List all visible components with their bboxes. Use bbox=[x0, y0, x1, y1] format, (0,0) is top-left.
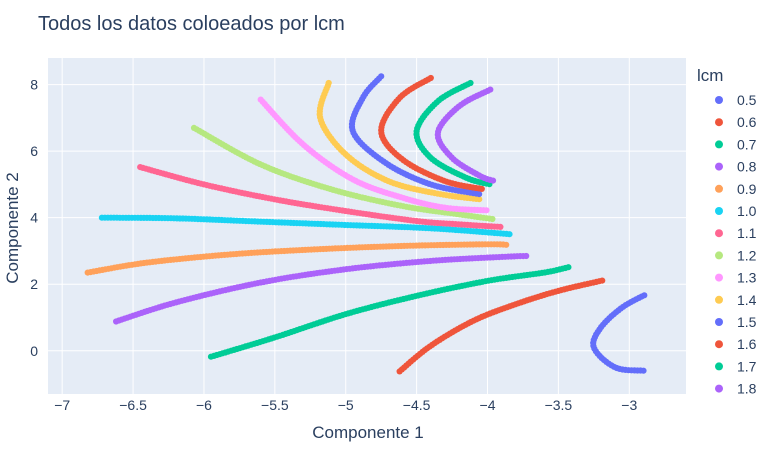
legend-marker bbox=[715, 229, 723, 238]
data-point bbox=[565, 264, 572, 271]
series-1-4 bbox=[316, 79, 483, 203]
data-point bbox=[483, 207, 490, 214]
plot-cover bbox=[515, 133, 587, 165]
legend-label: 1.3 bbox=[737, 270, 757, 286]
y-tick-label: 2 bbox=[30, 276, 38, 292]
legend-item-0-5: 0.5 bbox=[715, 92, 757, 108]
legend-marker bbox=[715, 295, 723, 304]
legend-marker bbox=[715, 184, 723, 193]
legend-marker bbox=[715, 96, 723, 104]
legend[interactable]: 0.5 0.6 0.7 0.8 0.9 1.0 1.1 1.2 1.3 1.4 1.5 1.6 1.7 1… bbox=[715, 92, 757, 397]
legend-item-1-3: 1.3 bbox=[715, 270, 757, 286]
x-tick-label: −3.5 bbox=[545, 397, 573, 413]
data-point bbox=[476, 191, 483, 198]
series-layer bbox=[84, 73, 648, 375]
series-0-8 bbox=[113, 252, 530, 325]
legend-item-1-0: 1.0 bbox=[715, 203, 757, 219]
legend-marker bbox=[715, 118, 723, 127]
legend-item-1-5: 1.5 bbox=[715, 314, 757, 330]
legend-label: 1.7 bbox=[737, 358, 757, 374]
chart-title: Todos los datos coloeados por lcm bbox=[38, 13, 345, 35]
x-tick-label: −4.5 bbox=[403, 397, 431, 413]
legend-marker bbox=[715, 340, 723, 349]
series-0-6 bbox=[396, 277, 606, 375]
series-0-9 bbox=[84, 241, 510, 276]
legend-label: 0.6 bbox=[737, 114, 757, 130]
series-1-0 bbox=[98, 214, 513, 238]
series-1-6 bbox=[378, 74, 485, 192]
data-point bbox=[506, 231, 513, 238]
y-axis-title: Componente 2 bbox=[3, 172, 22, 284]
legend-item-1-6: 1.6 bbox=[715, 336, 757, 352]
legend-label: 1.8 bbox=[737, 381, 757, 397]
y-tick-label: 4 bbox=[30, 210, 38, 226]
data-point bbox=[489, 177, 497, 184]
series-1-2 bbox=[190, 124, 496, 223]
legend-label: 1.6 bbox=[737, 336, 757, 352]
legend-label: 1.2 bbox=[737, 247, 757, 263]
legend-marker bbox=[715, 251, 723, 260]
data-point bbox=[503, 241, 510, 248]
y-tick-label: 8 bbox=[30, 77, 38, 93]
series-1-3 bbox=[257, 96, 490, 214]
legend-item-1-1: 1.1 bbox=[715, 225, 757, 241]
legend-item-1-2: 1.2 bbox=[715, 247, 757, 263]
x-tick-label: −6.5 bbox=[119, 397, 147, 413]
data-point bbox=[497, 223, 504, 230]
data-point bbox=[476, 196, 483, 203]
legend-label: 0.9 bbox=[737, 181, 757, 197]
legend-item-0-8: 0.8 bbox=[715, 159, 757, 175]
series-1-8 bbox=[434, 86, 497, 184]
data-point bbox=[641, 292, 648, 299]
data-point bbox=[478, 185, 485, 192]
legend-item-1-8: 1.8 bbox=[715, 381, 757, 397]
y-axis-ticks: 0 2 4 6 8 bbox=[30, 77, 38, 359]
legend-item-0-6: 0.6 bbox=[715, 114, 757, 130]
legend-label: 1.1 bbox=[737, 225, 757, 241]
x-tick-label: −5.5 bbox=[261, 397, 289, 413]
series-1-1 bbox=[137, 164, 504, 230]
legend-label: 0.7 bbox=[737, 136, 757, 152]
x-tick-label: −7 bbox=[54, 397, 70, 413]
series-1-5 bbox=[348, 73, 483, 198]
legend-item-1-7: 1.7 bbox=[715, 358, 757, 374]
legend-label: 1.4 bbox=[737, 292, 757, 308]
legend-marker bbox=[715, 273, 723, 282]
data-point bbox=[599, 277, 606, 284]
legend-marker bbox=[715, 207, 723, 215]
legend-marker bbox=[715, 140, 723, 149]
data-point bbox=[523, 252, 530, 260]
legend-title: lcm bbox=[697, 66, 723, 85]
y-tick-label: 0 bbox=[30, 343, 38, 359]
legend-label: 1.5 bbox=[737, 314, 757, 330]
series-0-5 bbox=[590, 292, 648, 374]
x-tick-label: −6 bbox=[196, 397, 212, 413]
x-axis-title: Componente 1 bbox=[312, 423, 424, 442]
legend-label: 0.8 bbox=[737, 159, 757, 175]
legend-label: 1.0 bbox=[737, 203, 757, 219]
legend-label: 0.5 bbox=[737, 92, 757, 108]
x-axis-ticks: −7 −6.5 −6 −5.5 −5 −4.5 −4 −3.5 −3 bbox=[54, 397, 637, 413]
data-point bbox=[489, 215, 496, 223]
series-1-7 bbox=[413, 79, 493, 188]
legend-item-0-7: 0.7 bbox=[715, 136, 757, 152]
x-tick-label: −4 bbox=[480, 397, 496, 413]
legend-item-1-4: 1.4 bbox=[715, 292, 757, 308]
x-tick-label: −5 bbox=[338, 397, 354, 413]
legend-item-0-9: 0.9 bbox=[715, 181, 757, 197]
x-tick-label: −3 bbox=[621, 397, 637, 413]
legend-marker bbox=[715, 384, 723, 393]
series-0-7 bbox=[207, 264, 572, 360]
legend-marker bbox=[715, 318, 723, 326]
legend-marker bbox=[715, 162, 723, 171]
legend-marker bbox=[715, 362, 723, 371]
y-tick-label: 6 bbox=[30, 143, 38, 159]
